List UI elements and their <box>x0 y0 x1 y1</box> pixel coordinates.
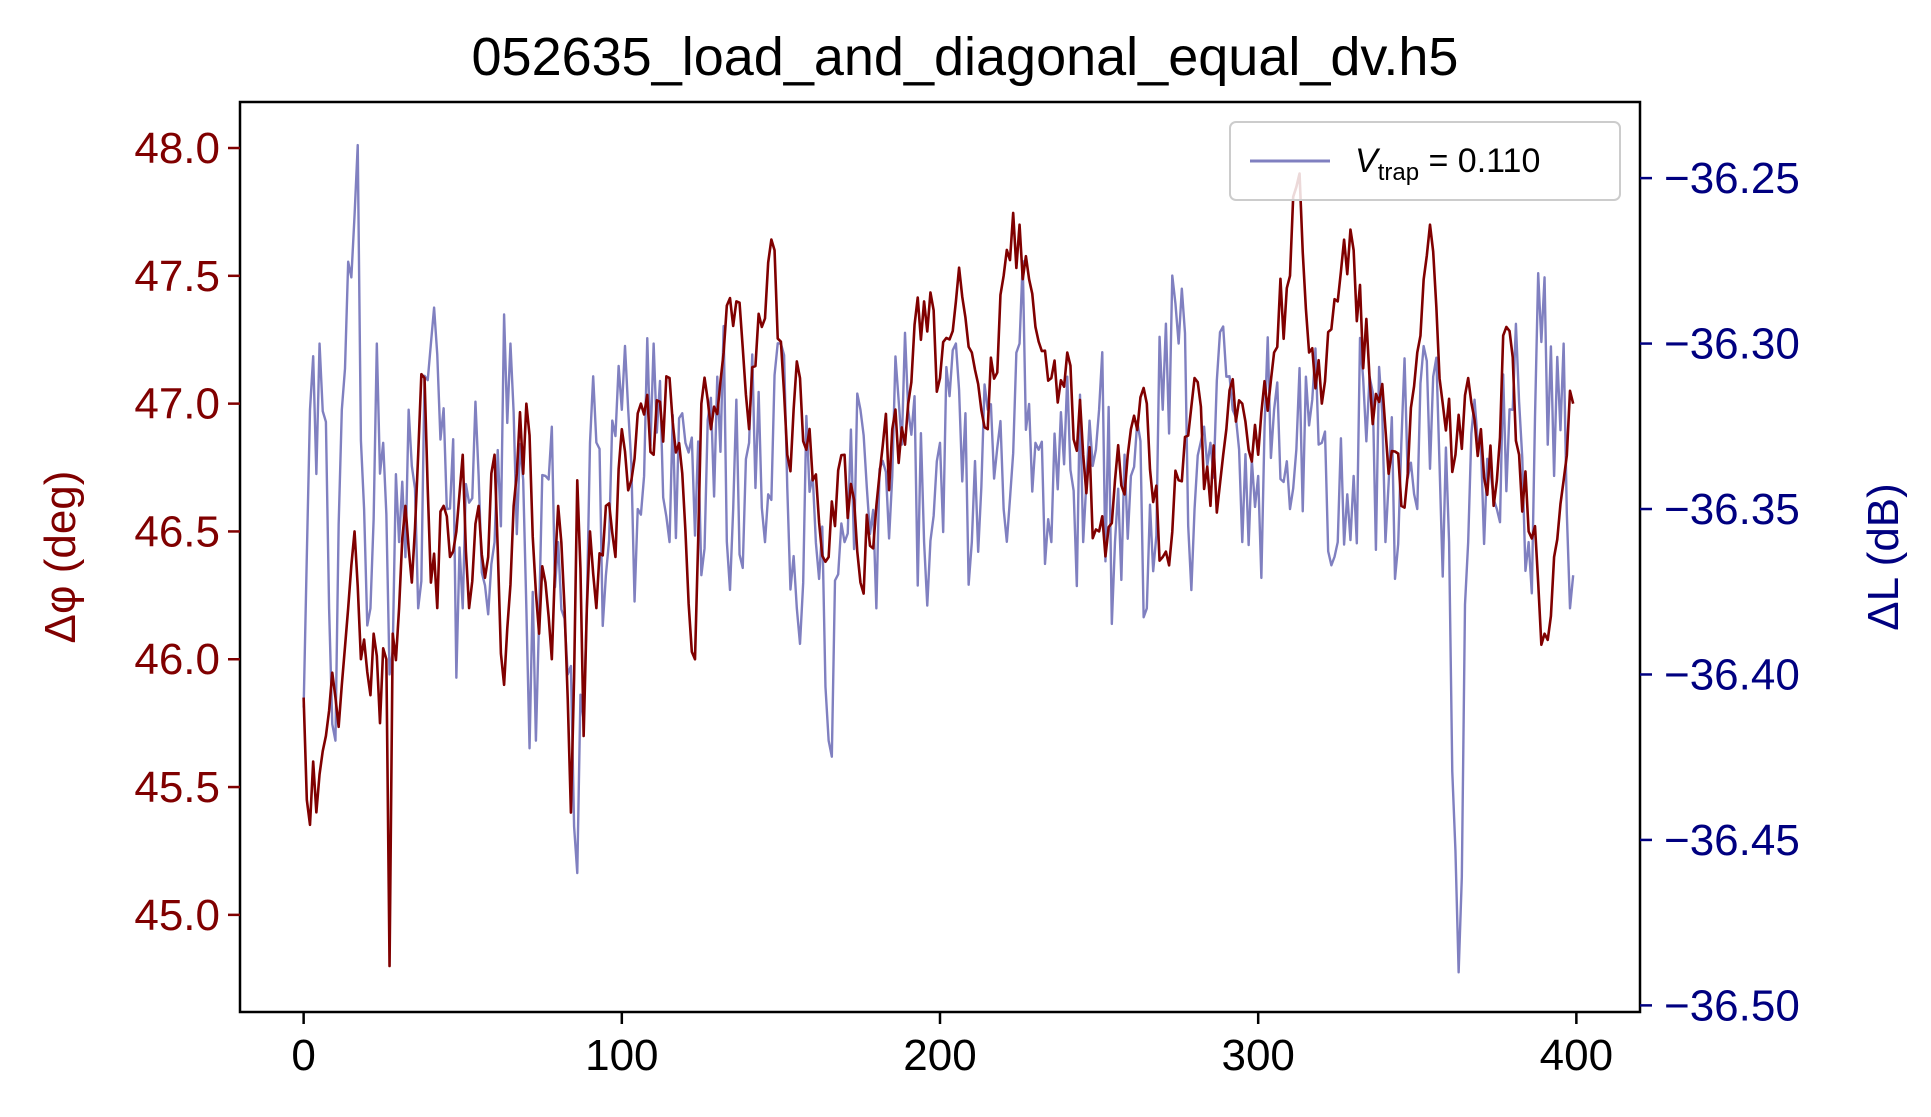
series-layer <box>302 143 1575 974</box>
legend: Vtrap = 0.110 <box>1229 121 1621 201</box>
y-axis-left: 45.0 45.5 46.0 46.5 47.0 47.5 48.0 <box>134 124 240 940</box>
legend-label-main: V <box>1355 142 1381 180</box>
series-line-loss <box>302 143 1575 974</box>
legend-label-sub: trap <box>1378 159 1419 186</box>
x-tick-label: 300 <box>1221 1031 1294 1080</box>
y-right-tick-label: −36.35 <box>1664 485 1800 534</box>
y-axis-left-label: Δφ (deg) <box>36 471 85 644</box>
y-right-tick-label: −36.40 <box>1664 650 1800 699</box>
y-left-tick-label: 46.5 <box>134 507 220 556</box>
x-axis: 0 100 200 300 400 <box>291 1012 1613 1080</box>
chart-title: 052635_load_and_diagonal_equal_dv.h5 <box>472 27 1459 87</box>
y-axis-right: −36.50 −36.45 −36.40 −36.35 −36.30 −36.25 <box>1640 154 1800 1030</box>
x-tick-label: 100 <box>585 1031 658 1080</box>
x-tick-label: 0 <box>291 1031 315 1080</box>
y-axis-right-label: ΔL (dB) <box>1859 483 1908 631</box>
y-left-tick-label: 45.0 <box>134 891 220 940</box>
legend-label-rest: = 0.110 <box>1419 142 1540 180</box>
y-right-tick-label: −36.45 <box>1664 816 1800 865</box>
x-tick-label: 400 <box>1540 1031 1613 1080</box>
y-right-tick-label: −36.30 <box>1664 320 1800 369</box>
y-left-tick-label: 48.0 <box>134 124 220 173</box>
x-tick-label: 200 <box>903 1031 976 1080</box>
y-left-tick-label: 45.5 <box>134 763 220 812</box>
y-left-tick-label: 47.5 <box>134 252 220 301</box>
y-right-tick-label: −36.50 <box>1664 981 1800 1030</box>
series-line-phase <box>302 172 1575 968</box>
legend-label: Vtrap = 0.110 <box>1355 142 1540 186</box>
y-left-tick-label: 46.0 <box>134 635 220 684</box>
legend-box <box>1229 121 1621 201</box>
y-left-tick-label: 47.0 <box>134 380 220 429</box>
y-right-tick-label: −36.25 <box>1664 154 1800 203</box>
